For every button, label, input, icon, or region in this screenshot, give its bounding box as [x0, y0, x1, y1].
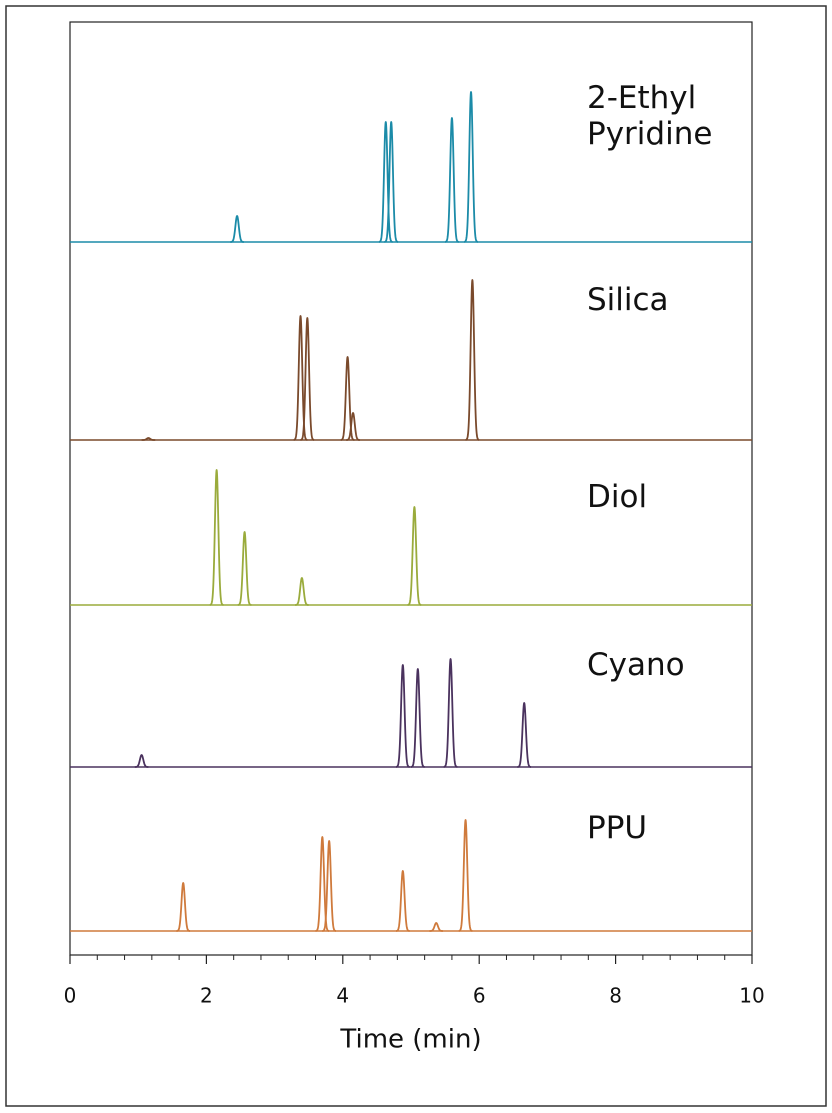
peak — [406, 506, 422, 606]
peak — [321, 840, 337, 932]
series-label: 2-Ethyl Pyridine — [587, 80, 713, 152]
x-tick-label: 6 — [473, 984, 486, 1008]
x-tick-label: 0 — [64, 984, 77, 1008]
outer-frame — [5, 5, 827, 1107]
peak — [464, 279, 480, 441]
peak — [175, 882, 191, 932]
x-tick-label: 4 — [336, 984, 349, 1008]
peak — [294, 577, 310, 606]
peak — [444, 117, 460, 243]
peak — [340, 356, 356, 441]
peak — [345, 412, 361, 441]
peak — [516, 702, 532, 768]
peak — [378, 121, 394, 243]
x-tick-label: 2 — [200, 984, 213, 1008]
peak — [395, 870, 411, 932]
x-tick-label: 10 — [739, 984, 764, 1008]
peak — [140, 437, 156, 441]
peak — [134, 754, 150, 768]
peak — [458, 819, 474, 932]
peak — [395, 664, 411, 768]
x-tick-label: 8 — [609, 984, 622, 1008]
series-label: Diol — [587, 479, 648, 515]
series-label: PPU — [587, 810, 648, 846]
peak — [229, 215, 245, 243]
peak — [292, 315, 309, 441]
peak — [299, 317, 315, 441]
series-label: Cyano — [587, 647, 685, 683]
peak — [209, 469, 225, 606]
plot-frame — [69, 21, 753, 956]
series-label: Silica — [587, 282, 669, 318]
peak — [443, 658, 459, 768]
peak — [463, 91, 479, 243]
peak — [237, 531, 253, 606]
peak — [428, 922, 444, 932]
peak — [410, 668, 426, 768]
peak — [314, 836, 330, 932]
x-axis-label: Time (min) — [339, 1025, 481, 1055]
peak — [383, 121, 399, 243]
